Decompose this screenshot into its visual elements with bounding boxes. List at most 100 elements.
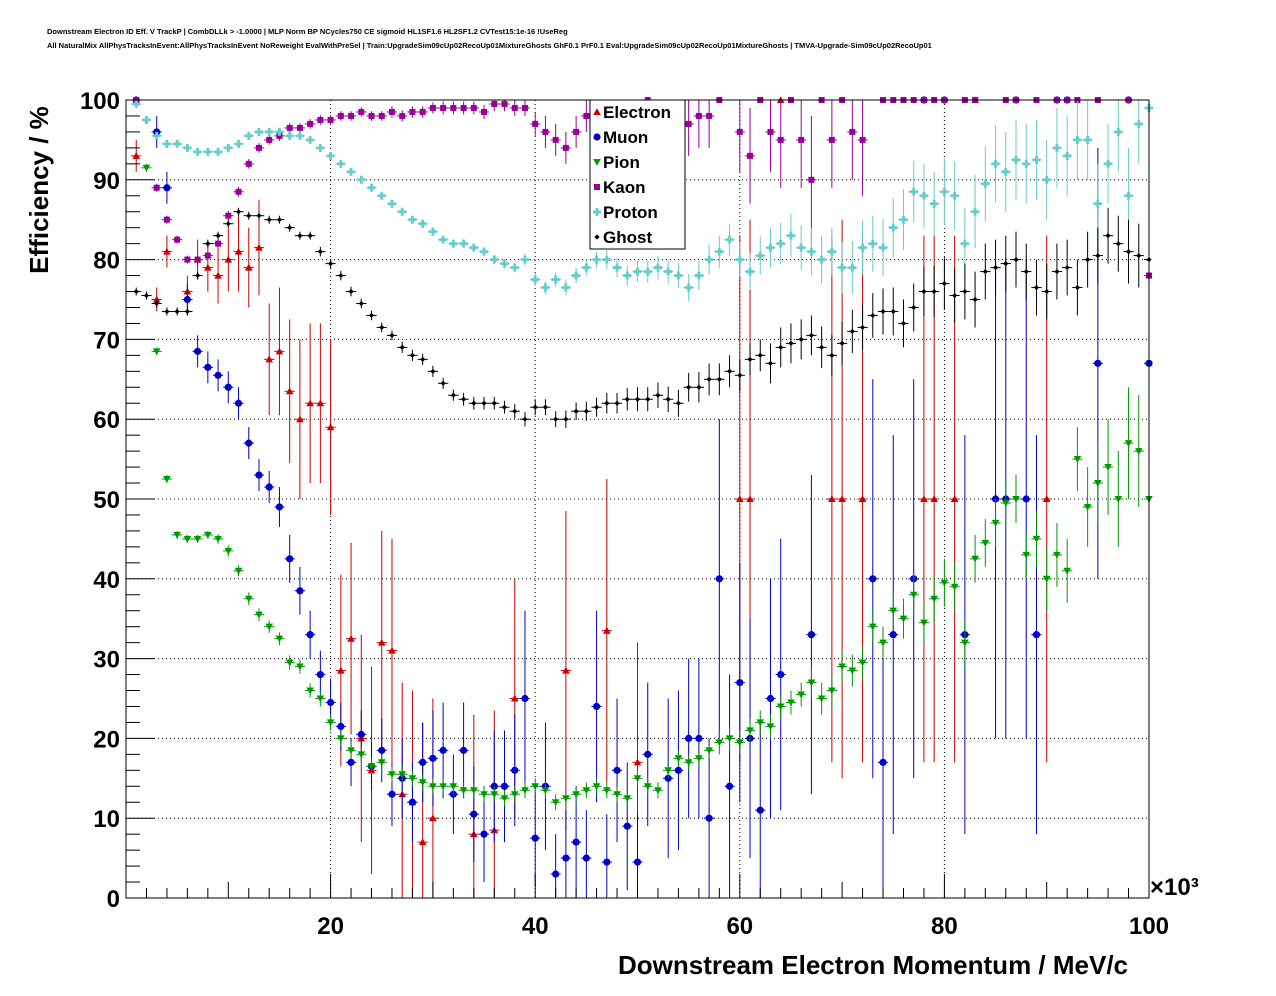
muon-marker: [439, 746, 447, 754]
pion-point: [223, 545, 234, 557]
proton-marker: [1104, 159, 1113, 168]
pion-marker: [224, 547, 233, 555]
pion-point: [1113, 451, 1124, 547]
ghost-marker: [1023, 268, 1029, 275]
muon-point: [161, 171, 173, 204]
proton-marker: [1052, 143, 1061, 152]
proton-point: [734, 242, 745, 278]
ghost-point: [703, 363, 715, 396]
pion-point: [141, 163, 152, 172]
muon-marker: [234, 399, 243, 407]
kaon-point: [693, 100, 704, 148]
pion-marker: [326, 719, 335, 727]
proton-point: [509, 262, 520, 273]
pion-point: [253, 608, 265, 622]
muon-marker: [470, 810, 478, 818]
kaon-marker: [470, 104, 477, 111]
ghost-point: [898, 299, 909, 348]
ghost-point: [386, 330, 398, 341]
pion-marker: [357, 751, 366, 759]
marker-shape: [520, 255, 529, 264]
proton-point: [591, 251, 602, 268]
muon-marker: [521, 694, 529, 703]
proton-marker: [899, 215, 908, 224]
electron-marker: [234, 247, 243, 255]
kaon-marker: [583, 112, 590, 119]
proton-point: [765, 227, 776, 268]
ghost-point: [458, 392, 469, 406]
ghost-point: [959, 263, 970, 320]
ghost-point: [724, 355, 735, 388]
ghost-marker: [921, 288, 927, 295]
kaon-point: [499, 100, 510, 112]
proton-marker: [408, 215, 417, 224]
pion-marker: [603, 787, 611, 795]
pion-marker: [766, 723, 775, 731]
pion-point: [489, 786, 500, 803]
pion-point: [560, 790, 572, 807]
pion-point: [601, 782, 612, 799]
marker-shape: [756, 251, 765, 260]
marker-shape: [1052, 143, 1061, 152]
ghost-marker: [992, 264, 999, 271]
proton-point: [632, 261, 643, 282]
ghost-point: [161, 307, 173, 316]
kaon-marker: [511, 104, 518, 111]
kaon-point: [315, 115, 326, 125]
proton-marker: [295, 131, 304, 140]
kaon-point: [744, 107, 756, 204]
marker-shape: [357, 175, 366, 184]
ghost-point: [519, 412, 531, 427]
muon-point: [622, 762, 633, 891]
ghost-marker: [880, 308, 886, 315]
marker-shape: [480, 247, 489, 256]
kaon-marker: [225, 212, 232, 219]
ghost-point: [908, 283, 919, 332]
pion-marker: [889, 607, 898, 615]
proton-marker: [735, 255, 744, 264]
proton-point: [335, 159, 346, 168]
marker-shape: [633, 267, 642, 276]
muon-point: [693, 658, 704, 819]
pion-point: [356, 746, 367, 763]
muon-point: [1143, 147, 1153, 579]
marker-shape: [725, 235, 734, 244]
ghost-marker: [338, 272, 344, 279]
ghost-marker: [1064, 264, 1070, 271]
pion-point: [417, 774, 428, 791]
legend-item-proton: Proton: [593, 203, 658, 222]
electron-marker: [255, 243, 263, 251]
proton-marker: [1042, 175, 1051, 184]
muon-marker: [480, 830, 488, 838]
proton-point: [141, 115, 152, 124]
marker-shape: [674, 271, 683, 280]
pion-marker: [306, 687, 314, 695]
muon-point: [724, 674, 735, 898]
ghost-marker: [798, 336, 804, 342]
muon-point: [519, 610, 531, 787]
electron-point: [243, 227, 254, 308]
ghost-point: [212, 231, 224, 240]
muon-marker: [705, 814, 713, 822]
y-tick-label: 30: [93, 647, 120, 674]
proton-marker: [1001, 167, 1010, 176]
pion-point: [478, 786, 490, 803]
ghost-point: [816, 326, 827, 369]
muon-marker: [306, 631, 314, 639]
proton-marker: [367, 183, 376, 192]
proton-point: [908, 160, 919, 223]
muon-marker: [429, 754, 437, 762]
electron-marker: [858, 495, 867, 503]
muon-point: [212, 359, 224, 392]
muon-marker: [572, 838, 580, 846]
muon-point: [499, 730, 510, 843]
kaon-point: [857, 100, 868, 196]
pion-marker: [296, 663, 304, 671]
muon-point: [765, 578, 776, 819]
muon-point: [1031, 435, 1042, 835]
muon-legend-marker: [593, 133, 601, 141]
ghost-point: [836, 321, 848, 365]
kaon-marker: [255, 144, 262, 151]
muon-marker: [275, 503, 284, 511]
marker-shape: [469, 243, 478, 252]
